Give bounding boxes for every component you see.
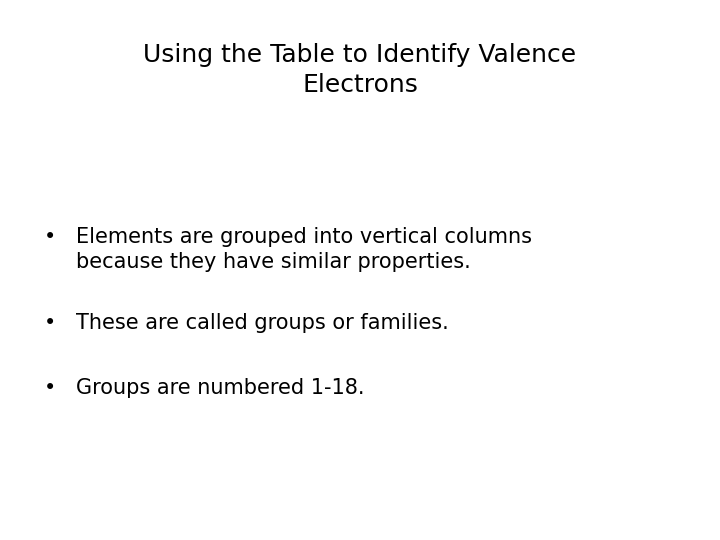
Text: •: • [44, 227, 57, 247]
Text: Using the Table to Identify Valence
Electrons: Using the Table to Identify Valence Elec… [143, 43, 577, 97]
Text: Groups are numbered 1-18.: Groups are numbered 1-18. [76, 378, 364, 398]
Text: These are called groups or families.: These are called groups or families. [76, 313, 449, 333]
Text: •: • [44, 378, 57, 398]
Text: Elements are grouped into vertical columns
because they have similar properties.: Elements are grouped into vertical colum… [76, 227, 531, 272]
Text: •: • [44, 313, 57, 333]
